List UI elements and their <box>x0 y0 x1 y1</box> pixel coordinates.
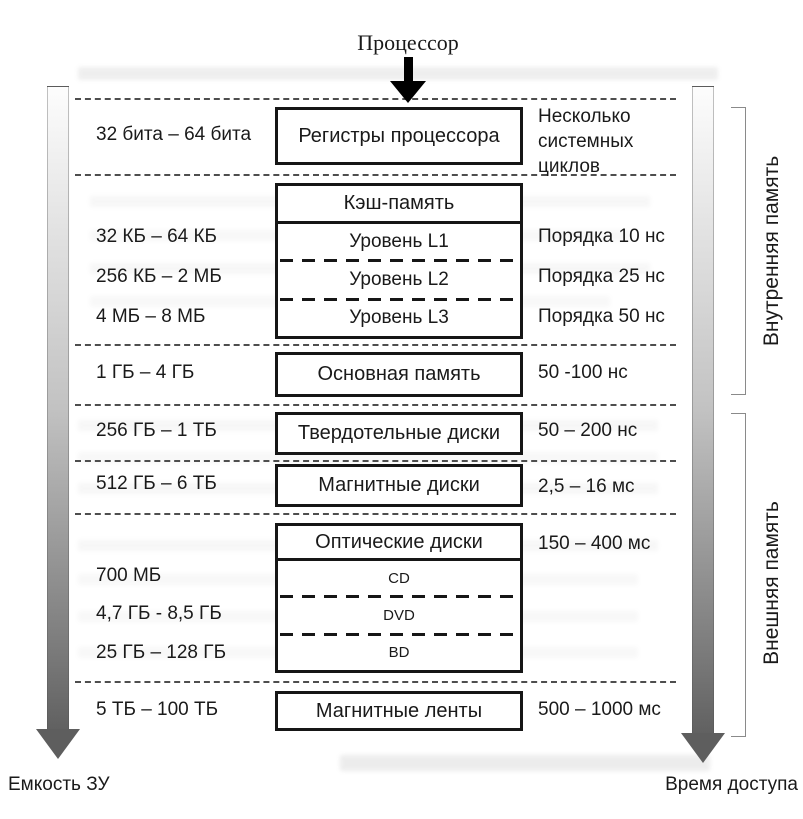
main-memory-box: Основная память <box>275 352 523 397</box>
registers-label: Регистры процессора <box>298 124 500 147</box>
cache-box: Кэш-память Уровень L1 Уровень L2 Уровень… <box>275 183 523 339</box>
dashed-separator <box>75 174 676 176</box>
optical-disks-box: Оптические диски CD DVD BD <box>275 523 523 673</box>
capacity-cache-l2: 256 КБ – 2 МБ <box>96 266 222 287</box>
scan-artifact <box>78 67 718 80</box>
internal-memory-label: Внутренняя память <box>760 155 783 347</box>
main-memory-label: Основная память <box>317 363 481 385</box>
capacity-registers: 32 бита – 64 бита <box>96 124 252 145</box>
capacity-tape: 5 ТБ – 100 ТБ <box>96 699 219 720</box>
ssd-box: Твердотельные диски <box>275 412 523 455</box>
capacity-dvd: 4,7 ГБ - 8,5 ГБ <box>96 603 222 624</box>
ssd-label: Твердотельные диски <box>297 422 501 444</box>
dashed-separator <box>280 632 518 636</box>
capacity-cd: 700 МБ <box>96 565 162 586</box>
access-tape: 500 – 1000 мс <box>538 699 661 720</box>
access-ssd: 50 – 200 нс <box>538 420 638 441</box>
capacity-hdd: 512 ГБ – 6 ТБ <box>96 473 217 494</box>
access-registers: Несколько системных циклов <box>538 106 634 178</box>
dashed-separator <box>75 98 676 100</box>
capacity-main-memory: 1 ГБ – 4 ГБ <box>96 362 195 383</box>
scan-artifact <box>78 452 658 463</box>
external-memory-label: Внешняя память <box>760 501 783 665</box>
dashed-separator <box>280 259 518 263</box>
access-time-axis-label: Время доступа <box>665 774 798 795</box>
access-hdd: 2,5 – 16 мс <box>538 476 635 497</box>
capacity-axis-label: Емкость ЗУ <box>8 774 110 795</box>
arrow-head <box>390 81 426 103</box>
dashed-separator <box>280 595 518 599</box>
dashed-separator <box>75 681 676 683</box>
tape-box: Магнитные ленты <box>275 691 523 731</box>
optical-bd: BD <box>388 644 410 662</box>
arrow-head <box>36 729 80 759</box>
cache-level-l2: Уровень L2 <box>349 268 449 290</box>
access-optical: 150 – 400 мс <box>538 533 651 554</box>
access-cache-l2: Порядка 25 нс <box>538 266 665 287</box>
hdd-label: Магнитные диски <box>318 474 480 496</box>
capacity-ssd: 256 ГБ – 1 ТБ <box>96 420 217 441</box>
cache-header: Кэш-память <box>278 186 520 224</box>
optical-dvd: DVD <box>383 606 415 624</box>
arrow-shaft <box>692 86 714 734</box>
arrow-head <box>681 733 725 763</box>
dashed-separator <box>75 404 676 406</box>
access-cache-l1: Порядка 10 нс <box>538 226 665 247</box>
cache-level-l3: Уровень L3 <box>349 307 449 329</box>
dashed-separator <box>75 344 676 346</box>
internal-memory-bracket <box>731 107 746 395</box>
tape-label: Магнитные ленты <box>315 699 483 722</box>
cache-level-l1: Уровень L1 <box>349 230 449 252</box>
dashed-separator <box>75 460 676 462</box>
processor-label: Процессор <box>357 30 459 55</box>
access-main-memory: 50 -100 нс <box>538 362 628 383</box>
optical-cd: CD <box>388 569 410 587</box>
registers-box: Регистры процессора <box>275 107 523 165</box>
optical-header: Оптические диски <box>278 526 520 561</box>
dashed-separator <box>280 297 518 301</box>
capacity-cache-l3: 4 МБ – 8 МБ <box>96 306 206 327</box>
capacity-cache-l1: 32 КБ – 64 КБ <box>96 226 218 247</box>
hdd-box: Магнитные диски <box>275 464 523 507</box>
dashed-separator <box>75 513 676 515</box>
capacity-bd: 25 ГБ – 128 ГБ <box>96 642 227 663</box>
arrow-shaft <box>404 57 413 83</box>
external-memory-bracket <box>731 413 746 737</box>
arrow-shaft <box>47 86 69 730</box>
access-cache-l3: Порядка 50 нс <box>538 306 665 327</box>
scan-artifact <box>340 755 710 771</box>
